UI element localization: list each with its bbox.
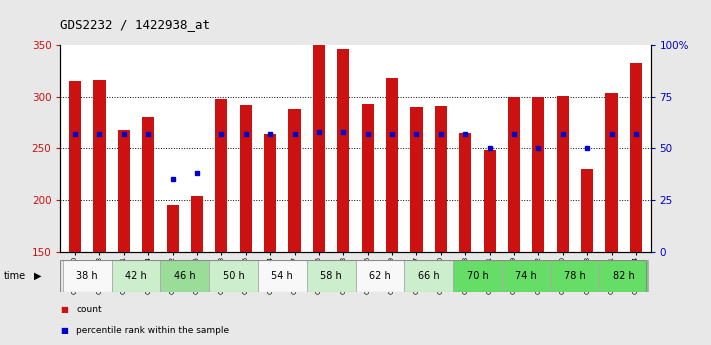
Bar xyxy=(581,169,593,252)
Bar xyxy=(405,260,453,292)
Text: ▶: ▶ xyxy=(34,271,42,281)
Bar xyxy=(630,63,642,252)
Bar xyxy=(362,104,374,252)
Text: 66 h: 66 h xyxy=(418,271,439,281)
Bar xyxy=(142,117,154,252)
Bar xyxy=(93,80,105,252)
Text: percentile rank within the sample: percentile rank within the sample xyxy=(76,326,229,335)
Bar xyxy=(483,150,496,252)
Bar xyxy=(606,93,618,252)
Bar xyxy=(191,196,203,252)
Bar xyxy=(533,97,545,252)
Bar xyxy=(306,260,356,292)
Text: ■: ■ xyxy=(60,305,68,314)
Bar xyxy=(118,130,130,252)
Text: 58 h: 58 h xyxy=(320,271,342,281)
Text: time: time xyxy=(4,271,26,281)
Bar xyxy=(209,260,258,292)
Bar xyxy=(161,260,209,292)
Bar xyxy=(508,97,520,252)
Text: GDS2232 / 1422938_at: GDS2232 / 1422938_at xyxy=(60,18,210,31)
Bar xyxy=(258,260,306,292)
Text: 38 h: 38 h xyxy=(77,271,98,281)
Bar xyxy=(502,260,550,292)
Text: 82 h: 82 h xyxy=(613,271,635,281)
Bar xyxy=(410,107,422,252)
Bar xyxy=(453,260,502,292)
Bar xyxy=(112,260,161,292)
Text: 54 h: 54 h xyxy=(272,271,293,281)
Text: 62 h: 62 h xyxy=(369,271,391,281)
Bar xyxy=(550,260,599,292)
Bar xyxy=(166,205,178,252)
Bar xyxy=(386,78,398,252)
Text: 70 h: 70 h xyxy=(466,271,488,281)
Bar xyxy=(69,81,81,252)
Text: count: count xyxy=(76,305,102,314)
Bar xyxy=(356,260,405,292)
Bar xyxy=(264,134,277,252)
Bar xyxy=(459,133,471,252)
Bar xyxy=(337,49,349,252)
Bar xyxy=(313,44,325,252)
Text: 78 h: 78 h xyxy=(564,271,586,281)
Text: 74 h: 74 h xyxy=(515,271,537,281)
Text: 42 h: 42 h xyxy=(125,271,147,281)
Bar xyxy=(599,260,648,292)
Bar xyxy=(434,106,447,252)
Bar xyxy=(63,260,112,292)
Text: 50 h: 50 h xyxy=(223,271,245,281)
Text: 46 h: 46 h xyxy=(174,271,196,281)
Bar xyxy=(557,96,569,252)
Bar xyxy=(215,99,228,252)
Text: ■: ■ xyxy=(60,326,68,335)
Bar xyxy=(240,105,252,252)
Bar xyxy=(289,109,301,252)
